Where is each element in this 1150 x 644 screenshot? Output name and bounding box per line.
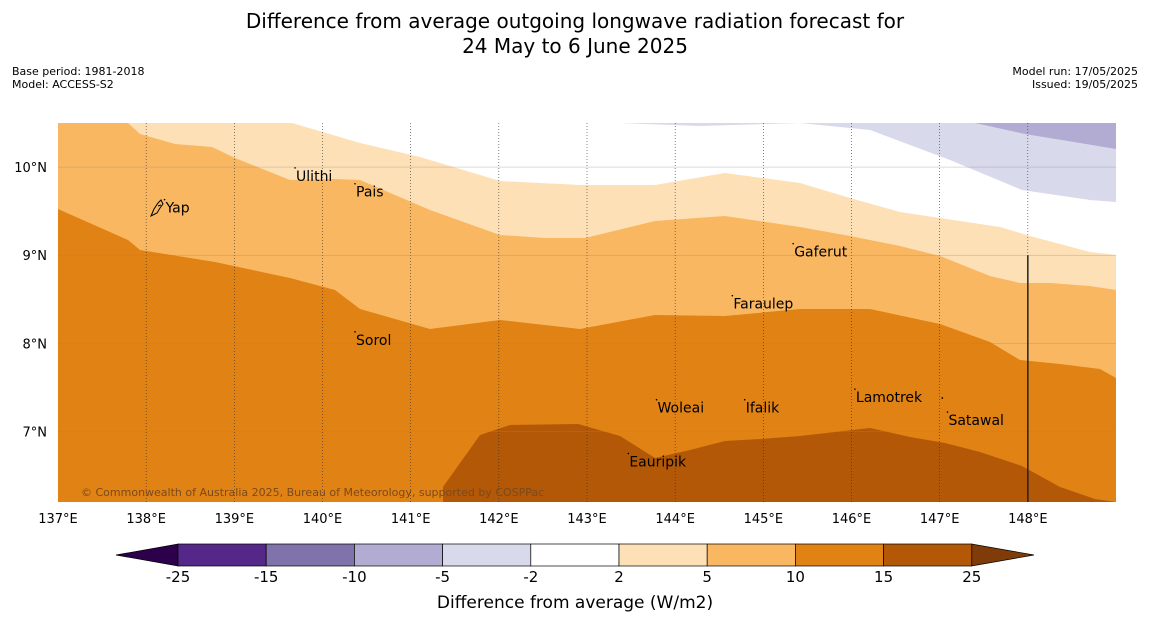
island-marker: [743, 398, 746, 401]
latitude-label: 9°N: [23, 249, 48, 264]
longitude-label: 139°E: [215, 512, 255, 527]
place-label: Ulithi: [296, 169, 332, 185]
island-marker: [163, 198, 166, 201]
colorbar-title: Difference from average (W/m2): [436, 593, 714, 613]
longitude-label: 144°E: [655, 512, 695, 527]
issued-date: Issued: 19/05/2025: [1031, 78, 1138, 91]
place-label: Yap: [165, 201, 190, 217]
place-label: Lamotrek: [856, 390, 923, 406]
place-label: Eauripik: [629, 454, 687, 470]
colorbar-tick-label: 2: [614, 568, 624, 586]
model-name: Model: ACCESS-S2: [12, 78, 114, 91]
island-marker: [354, 331, 356, 333]
colorbar-box: [530, 543, 620, 567]
title-line-1: Difference from average outgoing longwav…: [245, 9, 905, 33]
island-marker: [792, 242, 794, 245]
colorbar-box: [795, 543, 884, 567]
longitude-label: 142°E: [479, 512, 519, 527]
colorbar-box: [177, 543, 267, 567]
colorbar-box: [265, 543, 355, 567]
model-run: Model run: 17/05/2025: [1012, 65, 1138, 78]
colorbar-box: [354, 543, 443, 567]
copyright-notice: © Commonwealth of Australia 2025, Bureau…: [81, 486, 544, 499]
place-labels: Yap Ulithi Pais Gaferut Faraulep Sorol Woleai I…: [163, 167, 1004, 470]
colorbar-extend-high: [971, 543, 1035, 567]
place-label: Woleai: [658, 401, 705, 417]
colorbar-box: [618, 543, 708, 567]
longitude-label: 138°E: [126, 512, 166, 527]
place-label: Gaferut: [794, 245, 848, 261]
colorbar-tick-label: -15: [254, 568, 279, 586]
base-period: Base period: 1981-2018: [12, 65, 145, 78]
longitude-label: 145°E: [744, 512, 784, 527]
island-marker: [354, 182, 356, 185]
longitude-label: 140°E: [303, 512, 343, 527]
colorbar-tick-label: 25: [962, 568, 981, 586]
colorbar-boxes: [115, 543, 1035, 567]
meta-right: Model run: 17/05/2025 Issued: 19/05/2025: [1012, 65, 1138, 91]
colorbar-extend-low: [115, 543, 179, 567]
longitude-label: 143°E: [567, 512, 607, 527]
island-marker: [627, 452, 630, 455]
colorbar-tick-label: -25: [166, 568, 191, 586]
island-marker: [941, 397, 944, 399]
island-marker: [731, 294, 734, 297]
colorbar-box: [883, 543, 973, 567]
colorbar-box: [442, 543, 532, 567]
yap-island-icon: [150, 199, 164, 218]
longitude-label: 141°E: [391, 512, 431, 527]
longitude-label: 137°E: [38, 512, 78, 527]
title-line-2: 24 May to 6 June 2025: [462, 34, 688, 58]
longitude-labels: 137°E 138°E 139°E 140°E 141°E 142°E 143°E 144°E…: [38, 512, 1047, 527]
colorbar-tick-label: -5: [435, 568, 450, 586]
place-label: Satawal: [948, 413, 1003, 429]
latitude-label: 7°N: [23, 425, 48, 440]
field-15-to-25: [443, 424, 1116, 502]
colorbar-tick-label: 5: [702, 568, 712, 586]
colorbar-tick-label: -2: [523, 568, 538, 586]
colorbar-tick-label: 15: [874, 568, 893, 586]
longitude-label: 148°E: [1008, 512, 1048, 527]
place-label: Pais: [356, 185, 384, 201]
latitude-label: 10°N: [14, 161, 47, 176]
longitude-label: 146°E: [832, 512, 872, 527]
place-label: Sorol: [356, 333, 391, 349]
island-marker: [854, 388, 856, 390]
place-label: Faraulep: [733, 297, 793, 313]
colorbar-box: [706, 543, 796, 567]
colorbar: -25 -15 -10 -5 -2 2 5 10 15 25: [115, 543, 1035, 586]
place-label: Ifalik: [746, 401, 780, 417]
field-neg-10-to-5: [975, 123, 1116, 149]
latitude-labels: 10°N 9°N 8°N 7°N: [14, 161, 47, 440]
island-marker: [655, 398, 658, 401]
island-marker: [294, 167, 296, 169]
field-neg-5-to-2: [620, 123, 1116, 202]
meta-left: Base period: 1981-2018 Model: ACCESS-S2: [12, 65, 144, 91]
colorbar-tick-label: -10: [342, 568, 367, 586]
island-marker: [946, 411, 949, 413]
colorbar-tick-label: 10: [786, 568, 805, 586]
map: 137°E 138°E 139°E 140°E 141°E 142°E 143°E 144°E…: [14, 123, 1116, 527]
colorbar-ticks: -25 -15 -10 -5 -2 2 5 10 15 25: [166, 568, 982, 586]
latitude-label: 8°N: [23, 337, 48, 352]
field-10-to-15: [58, 209, 1116, 502]
map-title: Difference from average outgoing longwav…: [0, 9, 1150, 59]
longitude-label: 147°E: [920, 512, 960, 527]
